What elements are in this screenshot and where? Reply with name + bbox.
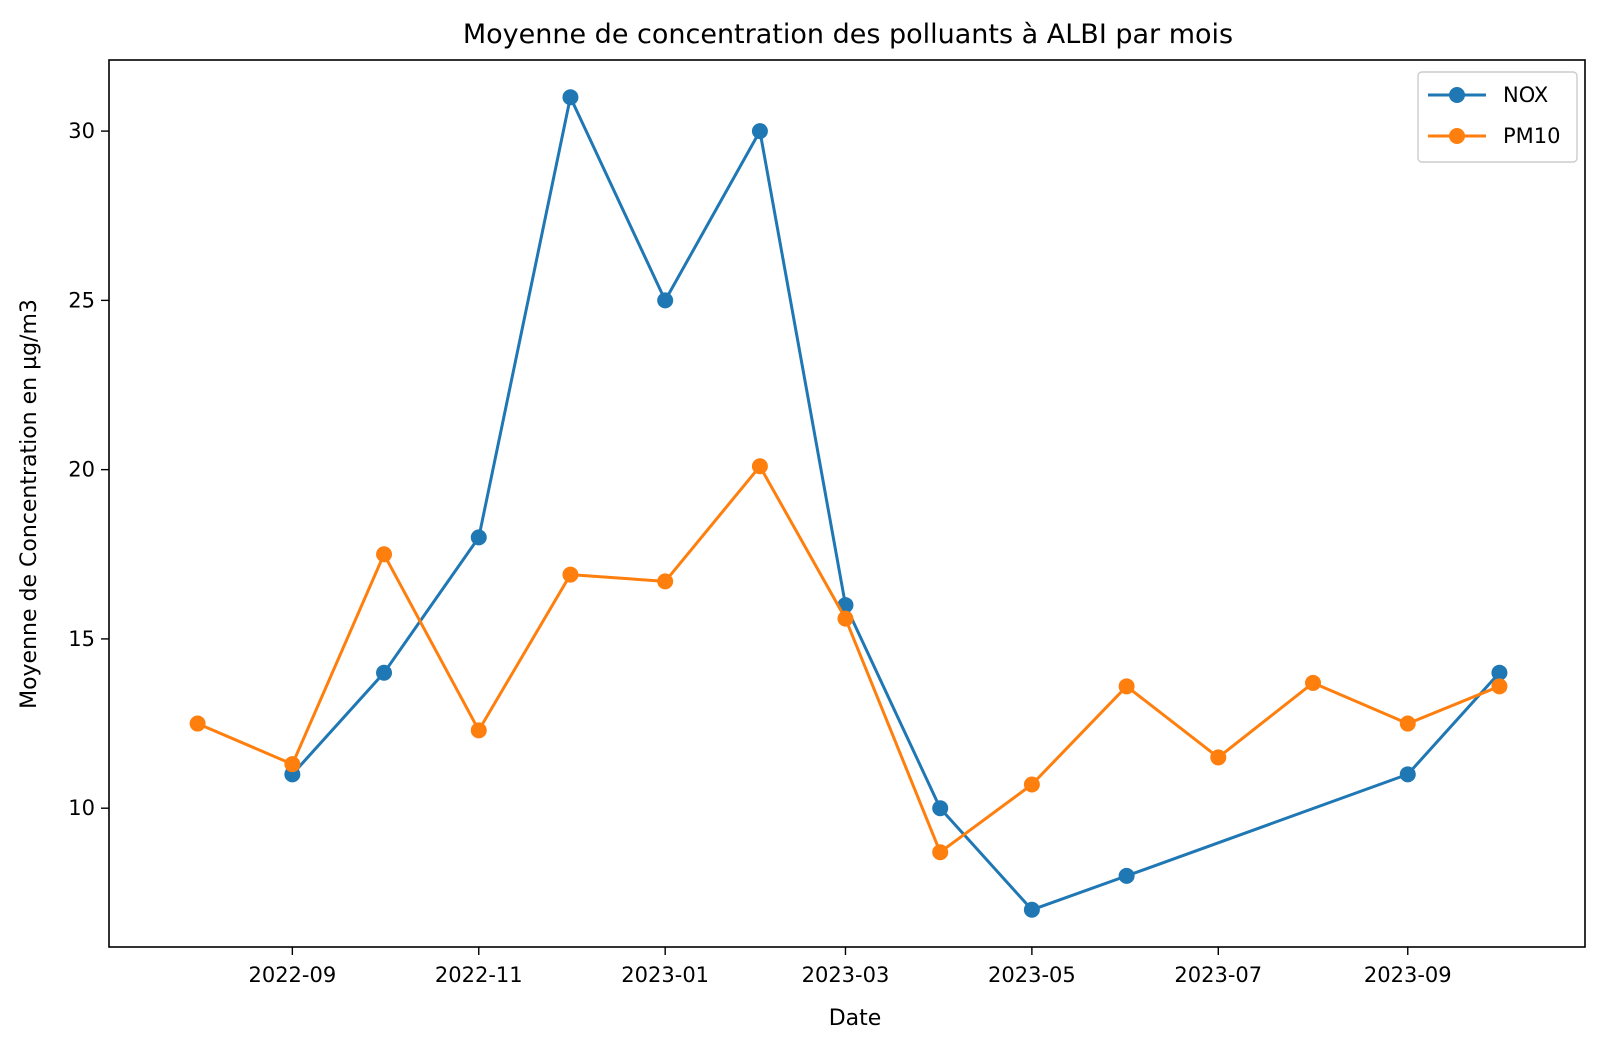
data-point-pm10 bbox=[657, 573, 674, 590]
data-point-pm10 bbox=[1023, 776, 1040, 793]
data-point-pm10 bbox=[1399, 715, 1416, 732]
data-point-pm10 bbox=[1491, 678, 1508, 695]
x-tick-label: 2023-07 bbox=[1174, 963, 1262, 987]
series-layer bbox=[189, 89, 1508, 918]
x-tick-label: 2023-03 bbox=[802, 963, 890, 987]
x-tick-label: 2022-11 bbox=[435, 963, 523, 987]
data-point-pm10 bbox=[189, 715, 206, 732]
legend-label-nox: NOX bbox=[1503, 83, 1548, 107]
data-point-nox bbox=[1118, 867, 1135, 884]
series-line-nox bbox=[291, 95, 1501, 912]
data-point-pm10 bbox=[284, 756, 301, 773]
x-tick-label: 2023-09 bbox=[1364, 963, 1452, 987]
data-point-pm10 bbox=[751, 458, 768, 475]
x-axis-label: Date bbox=[829, 1006, 882, 1031]
legend-marker-pm10 bbox=[1449, 128, 1465, 144]
data-point-pm10 bbox=[376, 546, 393, 563]
series-pm10 bbox=[189, 458, 1508, 861]
y-axis-ticks: 10 15 20 25 30 bbox=[68, 119, 109, 820]
x-axis-ticks: 2022-09 2022-11 2023-01 2023-03 2023-05 2023-… bbox=[248, 947, 1452, 987]
data-point-nox bbox=[657, 292, 674, 309]
data-point-nox bbox=[1023, 901, 1040, 918]
data-point-nox bbox=[1491, 664, 1508, 681]
data-point-nox bbox=[751, 123, 768, 140]
plot-area-frame bbox=[108, 59, 1586, 948]
chart-title: Moyenne de concentration des polluants à… bbox=[463, 19, 1233, 50]
data-point-pm10 bbox=[1118, 678, 1135, 695]
x-tick-label: 2023-01 bbox=[621, 963, 709, 987]
data-point-nox bbox=[376, 664, 393, 681]
x-tick-label: 2022-09 bbox=[248, 963, 336, 987]
y-tick-label: 30 bbox=[68, 119, 95, 143]
data-point-pm10 bbox=[932, 844, 949, 861]
data-point-pm10 bbox=[562, 566, 579, 583]
y-axis-label: Moyenne de Concentration en µg/m3 bbox=[17, 299, 42, 709]
data-point-pm10 bbox=[470, 722, 487, 739]
legend-label-pm10: PM10 bbox=[1503, 124, 1561, 148]
y-tick-label: 10 bbox=[68, 796, 95, 820]
y-tick-label: 25 bbox=[68, 288, 95, 312]
data-point-pm10 bbox=[837, 610, 854, 627]
x-tick-label: 2023-05 bbox=[988, 963, 1076, 987]
data-point-pm10 bbox=[1210, 749, 1227, 766]
legend-item-pm10: PM10 bbox=[1428, 124, 1561, 148]
y-tick-label: 20 bbox=[68, 458, 95, 482]
data-point-pm10 bbox=[1305, 674, 1322, 691]
legend-marker-nox bbox=[1449, 87, 1465, 103]
legend-item-nox: NOX bbox=[1428, 83, 1548, 107]
legend: NOX PM10 bbox=[1417, 71, 1578, 163]
data-point-nox bbox=[470, 529, 487, 546]
data-point-nox bbox=[932, 800, 949, 817]
legend-box bbox=[1417, 71, 1578, 163]
data-point-nox bbox=[1399, 766, 1416, 783]
y-tick-label: 15 bbox=[68, 627, 95, 651]
data-point-nox bbox=[562, 89, 579, 106]
